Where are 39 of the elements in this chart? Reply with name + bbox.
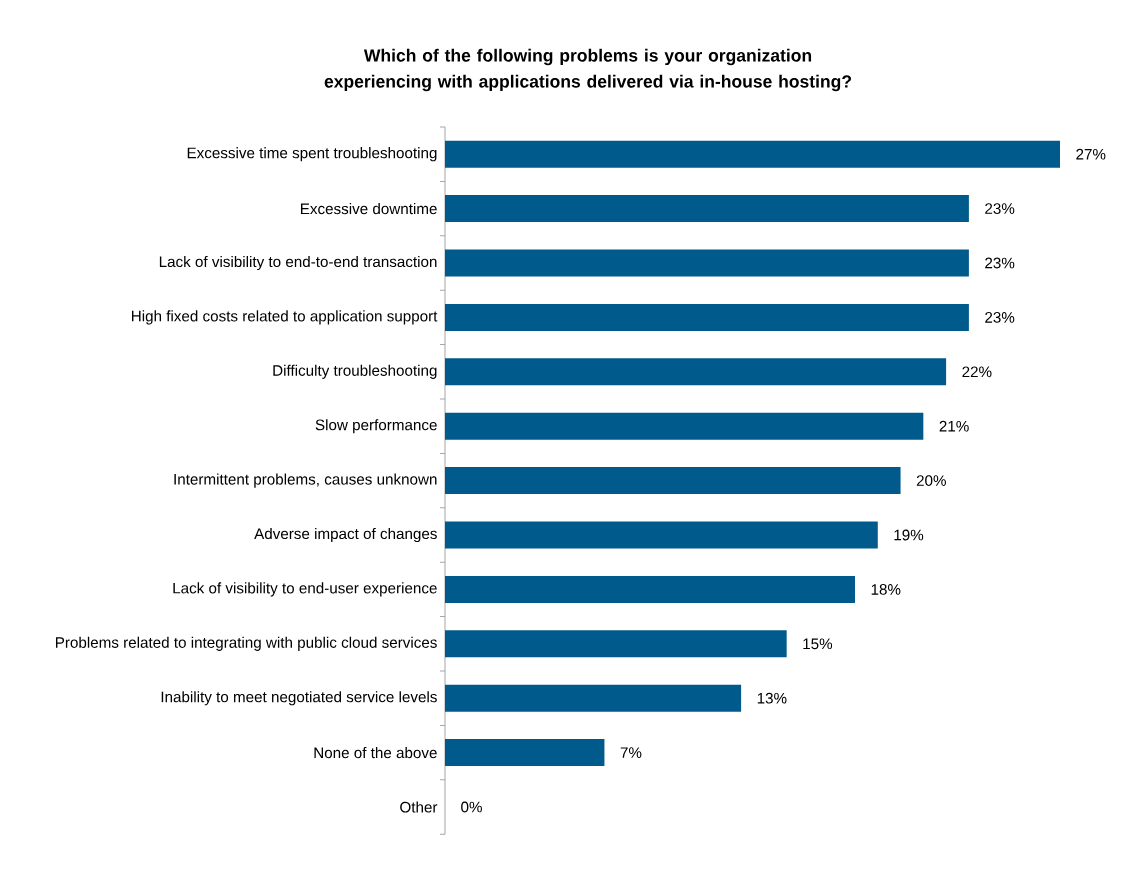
bar	[445, 303, 969, 331]
y-tick-label: Intermittent problems, causes unknown	[174, 473, 437, 488]
bar	[445, 467, 901, 495]
data-label: 7%	[620, 747, 642, 758]
bar	[445, 195, 969, 223]
bar	[445, 630, 787, 658]
bar	[445, 412, 924, 440]
data-label: 20%	[916, 475, 946, 486]
bar	[445, 684, 742, 712]
bar	[445, 521, 878, 549]
bar	[445, 739, 605, 767]
y-tick-label: Difficulty troubleshooting	[273, 364, 437, 379]
bar	[445, 358, 947, 386]
y-tick-label: Lack of visibility to end-to-end transaction	[159, 255, 437, 271]
chart-title: Which of the following problems is your organization experiencing with applications delivered via in-house hosting?	[324, 48, 852, 92]
data-label: 23%	[985, 312, 1015, 323]
data-label: 23%	[985, 257, 1015, 269]
y-tick-label: High fixed costs related to application support	[132, 310, 438, 325]
bar	[445, 140, 1061, 168]
bar	[445, 575, 855, 603]
y-tick-label: Excessive time spent troubleshooting	[187, 147, 437, 162]
data-label: 27%	[1076, 148, 1106, 160]
data-label: 0%	[461, 801, 482, 813]
y-tick-label: None of the above	[314, 747, 437, 759]
data-label: 19%	[894, 529, 924, 541]
y-tick-label: Inability to meet negotiated service levels	[161, 691, 437, 706]
data-label: 23%	[985, 203, 1015, 214]
y-tick-label: Other	[400, 801, 438, 813]
data-label: 13%	[757, 692, 787, 704]
y-tick-label: Excessive downtime	[301, 203, 437, 215]
bar	[445, 249, 969, 277]
data-label: 21%	[939, 420, 969, 432]
data-label: 22%	[962, 366, 992, 378]
y-tick-label: Adverse impact of changes	[254, 527, 437, 543]
y-tick-label: Slow performance	[315, 419, 437, 434]
data-label: 18%	[871, 584, 901, 595]
y-tick-label: Lack of visibility to end-user experience	[173, 582, 437, 597]
y-tick-label: Problems related to integrating with public cloud services	[55, 636, 437, 651]
data-label: 15%	[803, 638, 833, 650]
